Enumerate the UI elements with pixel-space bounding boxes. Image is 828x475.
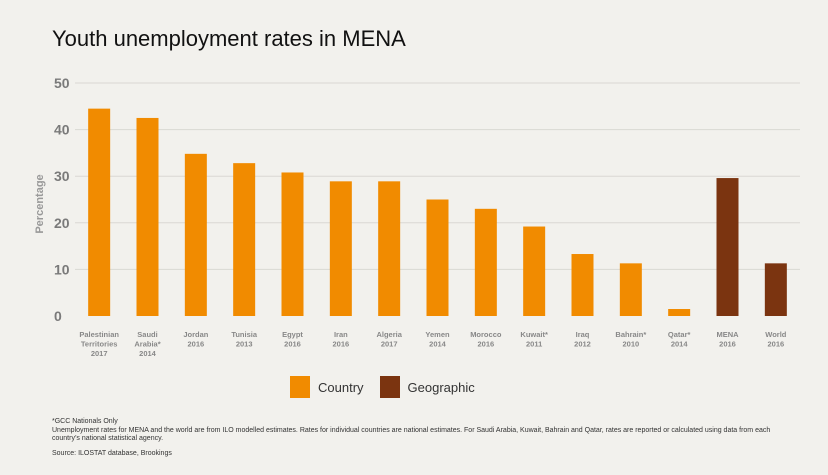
x-tick-label-5: Iran 2016 [332,330,349,349]
legend-item-country: Country [290,376,364,398]
x-tick-label-0: Palestinian Territories 2017 [79,330,119,358]
bar-11 [619,263,642,316]
bar-14 [764,263,787,316]
legend: Country Geographic [290,376,491,398]
x-tick-label-4: Egypt 2016 [282,330,303,349]
x-tick-label-10: Iraq 2012 [574,330,591,349]
y-tick-label-30: 30 [54,168,70,184]
bar-10 [571,254,594,316]
y-tick-label-40: 40 [54,122,70,138]
x-tick-label-9: Kuwait* 2011 [520,330,548,349]
x-tick-label-11: Bahrain* 2010 [615,330,646,349]
bar-5 [329,181,352,316]
bar-6 [378,181,401,316]
y-tick-label-0: 0 [54,308,62,324]
x-tick-label-6: Algeria 2017 [376,330,402,349]
x-tick-label-12: Qatar* 2014 [668,330,691,349]
x-tick-label-14: World 2016 [765,330,787,349]
legend-label-country: Country [318,379,364,395]
x-tick-label-13: MENA 2016 [716,330,739,349]
bar-8 [474,208,497,316]
legend-swatch-country [290,376,310,398]
footnote-methodology: Unemployment rates for MENA and the worl… [52,426,771,443]
x-tick-label-7: Yemen 2014 [425,330,450,349]
source-note: Source: ILOSTAT database, Brookings [52,449,172,457]
bar-2 [184,153,207,316]
footnotes: *GCC Nationals Only Unemployment rates f… [52,418,792,458]
y-tick-label-50: 50 [54,75,70,91]
bar-7 [426,199,449,316]
x-tick-label-1: Saudi Arabia* 2014 [134,330,160,358]
bar-13 [716,178,739,316]
legend-swatch-geographic [379,376,400,398]
x-tick-label-8: Morocco 2016 [470,330,502,349]
x-tick-label-3: Tunisia 2013 [231,330,258,349]
x-tick-label-2: Jordan 2016 [183,330,208,349]
bar-9 [523,226,546,316]
legend-label-geographic: Geographic [407,379,475,395]
bar-0 [88,108,111,316]
chart-title: Youth unemployment rates in MENA [52,26,406,51]
bar-1 [136,117,159,316]
bar-4 [281,172,304,316]
y-tick-label-10: 10 [54,261,70,277]
legend-item-geographic: Geographic [379,376,475,398]
bar-12 [668,309,691,316]
footnote-gcc: *GCC Nationals Only [52,418,118,425]
bar-3 [233,163,256,316]
y-tick-label-20: 20 [54,215,70,231]
